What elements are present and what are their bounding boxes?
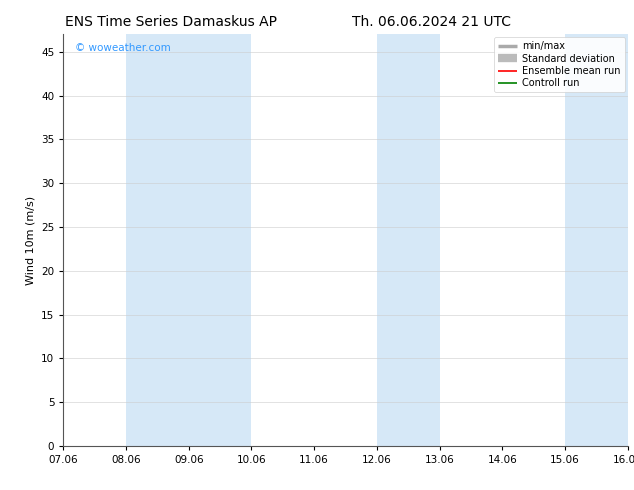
Text: © woweather.com: © woweather.com [75, 43, 171, 52]
Text: ENS Time Series Damaskus AP: ENS Time Series Damaskus AP [65, 15, 277, 29]
Legend: min/max, Standard deviation, Ensemble mean run, Controll run: min/max, Standard deviation, Ensemble me… [494, 37, 624, 92]
Bar [126, 34, 252, 446]
Text: Th. 06.06.2024 21 UTC: Th. 06.06.2024 21 UTC [352, 15, 510, 29]
Bar [565, 34, 628, 446]
Bar [377, 34, 439, 446]
Y-axis label: Wind 10m (m/s): Wind 10m (m/s) [25, 196, 36, 285]
